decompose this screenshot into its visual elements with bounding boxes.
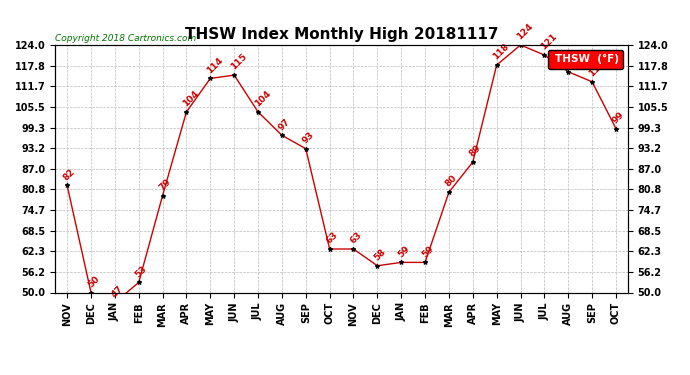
Point	[205, 75, 216, 81]
Point	[563, 69, 574, 75]
Legend: THSW  (°F): THSW (°F)	[549, 50, 622, 69]
Text: 99: 99	[611, 110, 627, 125]
Point	[61, 183, 72, 189]
Text: 47: 47	[110, 284, 125, 299]
Text: Copyright 2018 Cartronics.com: Copyright 2018 Cartronics.com	[55, 33, 197, 42]
Point	[539, 52, 550, 58]
Text: 53: 53	[134, 264, 149, 279]
Point	[444, 189, 455, 195]
Title: THSW Index Monthly High 20181117: THSW Index Monthly High 20181117	[185, 27, 498, 42]
Point	[515, 42, 526, 48]
Point	[133, 279, 144, 285]
Point	[395, 260, 406, 266]
Point	[228, 72, 239, 78]
Text: 121: 121	[539, 32, 559, 52]
Text: 114: 114	[205, 56, 225, 75]
Text: 82: 82	[62, 167, 77, 182]
Text: 63: 63	[348, 231, 364, 246]
Point	[157, 192, 168, 198]
Text: 115: 115	[229, 52, 248, 72]
Point	[611, 126, 622, 132]
Text: 113: 113	[587, 59, 607, 78]
Point	[300, 146, 311, 152]
Text: 104: 104	[253, 89, 273, 108]
Point	[372, 263, 383, 269]
Point	[467, 159, 478, 165]
Text: 58: 58	[372, 247, 387, 262]
Point	[348, 246, 359, 252]
Point	[86, 290, 97, 296]
Point	[181, 109, 192, 115]
Point	[420, 260, 431, 266]
Text: 118: 118	[491, 42, 511, 62]
Text: 89: 89	[468, 143, 483, 159]
Text: 79: 79	[157, 177, 172, 192]
Point	[253, 109, 264, 115]
Point	[324, 246, 335, 252]
Text: 59: 59	[420, 244, 435, 259]
Point	[586, 79, 598, 85]
Text: 97: 97	[277, 117, 292, 132]
Text: 124: 124	[515, 22, 535, 42]
Text: 93: 93	[301, 130, 316, 146]
Text: 59: 59	[396, 244, 411, 259]
Point	[491, 62, 502, 68]
Point	[109, 300, 120, 306]
Text: 50: 50	[86, 274, 101, 289]
Text: 116: 116	[563, 49, 582, 68]
Text: 80: 80	[444, 174, 459, 189]
Text: 104: 104	[181, 89, 201, 108]
Text: 63: 63	[324, 231, 339, 246]
Point	[277, 132, 288, 138]
